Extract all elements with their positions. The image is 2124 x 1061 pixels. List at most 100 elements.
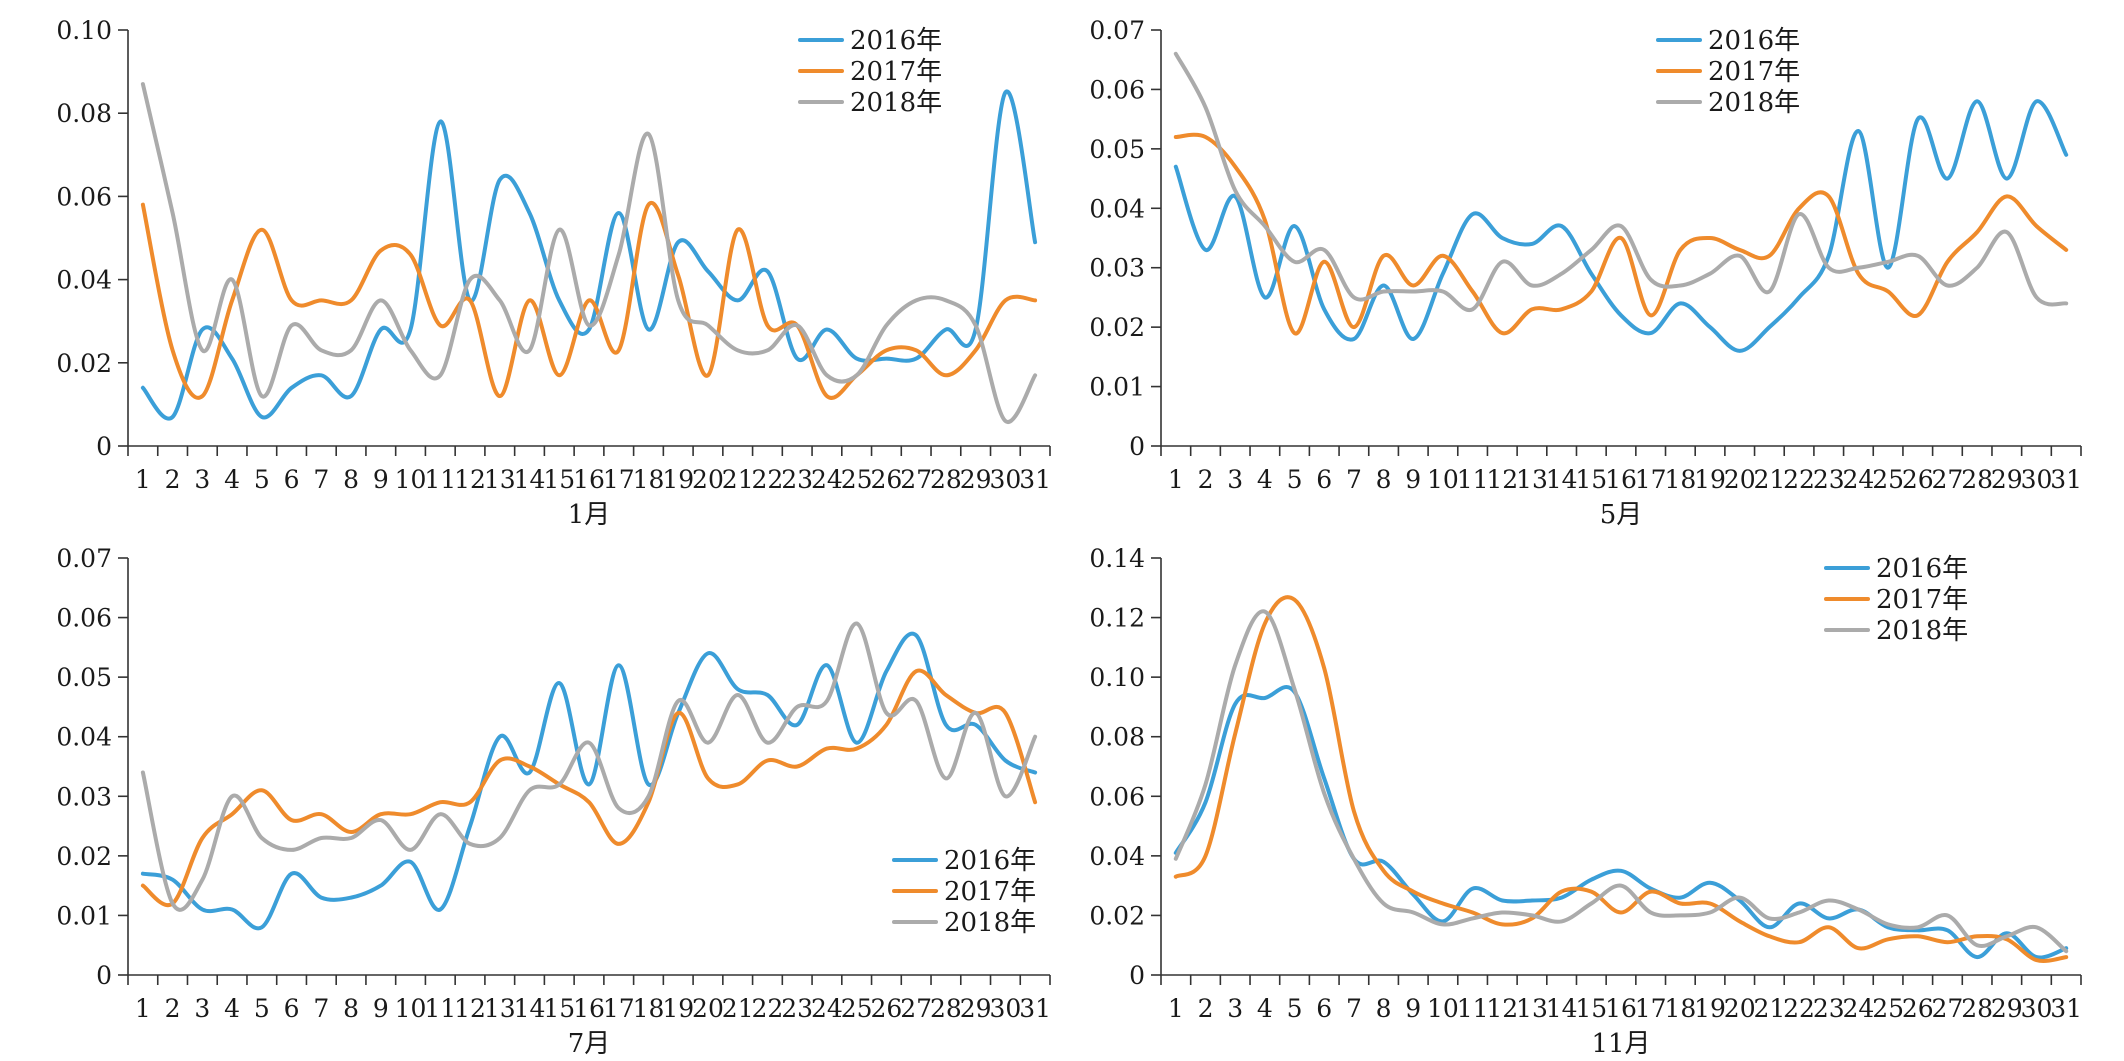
x-tick-label: 15	[1575, 994, 1607, 1023]
chart-panel-0: 00.020.040.060.080.101 2 3 4 5 6 7 8 9 1011121314…	[56, 16, 1051, 530]
x-tick-label: 12	[454, 465, 486, 494]
x-tick-label: 28	[1961, 994, 1993, 1023]
x-tick-label: 31	[1019, 994, 1051, 1023]
y-tick-label: 0.05	[1089, 135, 1145, 164]
x-tick-label: 7	[313, 465, 329, 494]
x-tick-label: 30	[989, 994, 1021, 1023]
y-tick-label: 0.12	[1089, 604, 1145, 633]
y-tick-label: 0	[96, 961, 112, 990]
x-tick-label: 13	[1516, 465, 1548, 494]
series-line-2017年	[1173, 595, 2069, 963]
y-tick-label: 0.10	[56, 16, 112, 45]
legend-entry: 2018年	[1876, 616, 1968, 646]
y-tick-label: 0.08	[1089, 723, 1145, 752]
x-axis-label: 7月	[568, 1029, 611, 1059]
x-tick-label: 16	[1605, 465, 1637, 494]
y-tick-label: 0.04	[56, 266, 112, 295]
series-line-2018年	[1173, 51, 2069, 313]
y-tick-label: 0.02	[1089, 901, 1145, 930]
legend-entry: 2018年	[1708, 88, 1800, 118]
x-tick-label: 3	[194, 994, 210, 1023]
chart-panel-1: 00.010.020.030.040.050.060.071 2 3 4 5 6 7 8 9 10…	[1089, 16, 2082, 530]
legend-entry: 2018年	[944, 908, 1036, 938]
x-tick-label: 20	[692, 465, 724, 494]
x-tick-label: 30	[2021, 465, 2053, 494]
x-tick-label: 17	[1635, 465, 1667, 494]
x-tick-label: 26	[1902, 465, 1934, 494]
x-tick-label: 9	[1405, 465, 1421, 494]
x-tick-label: 1	[1168, 994, 1184, 1023]
y-tick-label: 0.04	[1089, 194, 1145, 223]
x-tick-label: 10	[395, 465, 427, 494]
x-tick-label: 15	[543, 994, 575, 1023]
legend-entry: 2017年	[1708, 57, 1800, 87]
series-line-2017年	[140, 668, 1038, 908]
y-tick-label: 0.06	[1089, 782, 1145, 811]
x-tick-label: 28	[930, 994, 962, 1023]
x-tick-label: 20	[1724, 465, 1756, 494]
x-tick-label: 1	[135, 465, 151, 494]
x-tick-label: 24	[811, 994, 843, 1023]
x-tick-label: 14	[1546, 465, 1578, 494]
y-tick-label: 0.06	[56, 182, 112, 211]
y-tick-label: 0.02	[56, 842, 112, 871]
x-tick-label: 11	[1457, 465, 1489, 494]
legend-entry: 2018年	[850, 88, 942, 118]
y-tick-label: 0.01	[56, 901, 112, 930]
y-tick-label: 0.04	[1089, 842, 1145, 871]
x-tick-label: 13	[484, 994, 516, 1023]
y-tick-label: 0.06	[1089, 75, 1145, 104]
x-tick-label: 27	[900, 994, 932, 1023]
y-tick-label: 0.02	[1089, 313, 1145, 342]
legend-entry: 2017年	[1876, 585, 1968, 615]
x-axis-label: 1月	[568, 500, 611, 530]
x-tick-label: 25	[841, 465, 873, 494]
x-tick-label: 9	[1405, 994, 1421, 1023]
y-tick-label: 0.14	[1089, 544, 1145, 573]
y-tick-label: 0	[1129, 432, 1145, 461]
y-tick-label: 0.08	[56, 99, 112, 128]
x-tick-label: 11	[424, 994, 456, 1023]
y-tick-label: 0	[1129, 961, 1145, 990]
x-tick-label: 23	[1813, 994, 1845, 1023]
y-tick-label: 0.06	[56, 604, 112, 633]
x-tick-label: 21	[1753, 994, 1785, 1023]
x-tick-label: 3	[194, 465, 210, 494]
x-tick-label: 12	[1486, 994, 1518, 1023]
x-tick-label: 6	[284, 465, 300, 494]
x-tick-label: 10	[1427, 465, 1459, 494]
x-tick-label: 15	[543, 465, 575, 494]
series-line-2016年	[140, 89, 1038, 421]
x-tick-label: 27	[1932, 465, 1964, 494]
x-tick-label: 24	[811, 465, 843, 494]
y-tick-label: 0.02	[56, 349, 112, 378]
x-tick-label: 10	[1427, 994, 1459, 1023]
x-tick-label: 25	[841, 994, 873, 1023]
x-tick-label: 5	[1287, 994, 1303, 1023]
x-tick-label: 28	[930, 465, 962, 494]
x-tick-label: 1	[1168, 465, 1184, 494]
x-tick-label: 4	[1257, 994, 1273, 1023]
y-tick-label: 0.04	[56, 723, 112, 752]
x-tick-label: 4	[1257, 465, 1273, 494]
x-tick-label: 17	[603, 994, 635, 1023]
x-tick-label: 2	[165, 994, 181, 1023]
x-tick-label: 17	[1635, 994, 1667, 1023]
series-line-2018年	[1173, 609, 2069, 954]
x-tick-label: 23	[781, 465, 813, 494]
x-tick-label: 30	[2021, 994, 2053, 1023]
y-tick-label: 0.01	[1089, 373, 1145, 402]
x-tick-label: 7	[1346, 465, 1362, 494]
x-axis-label: 5月	[1600, 500, 1643, 530]
x-tick-label: 26	[871, 994, 903, 1023]
x-tick-label: 30	[989, 465, 1021, 494]
x-tick-label: 25	[1872, 465, 1904, 494]
x-tick-label: 23	[1813, 465, 1845, 494]
x-tick-label: 22	[1783, 465, 1815, 494]
x-tick-label: 5	[254, 994, 270, 1023]
y-tick-label: 0.10	[1089, 663, 1145, 692]
x-tick-label: 5	[254, 465, 270, 494]
x-tick-label: 19	[662, 994, 694, 1023]
x-tick-label: 10	[395, 994, 427, 1023]
